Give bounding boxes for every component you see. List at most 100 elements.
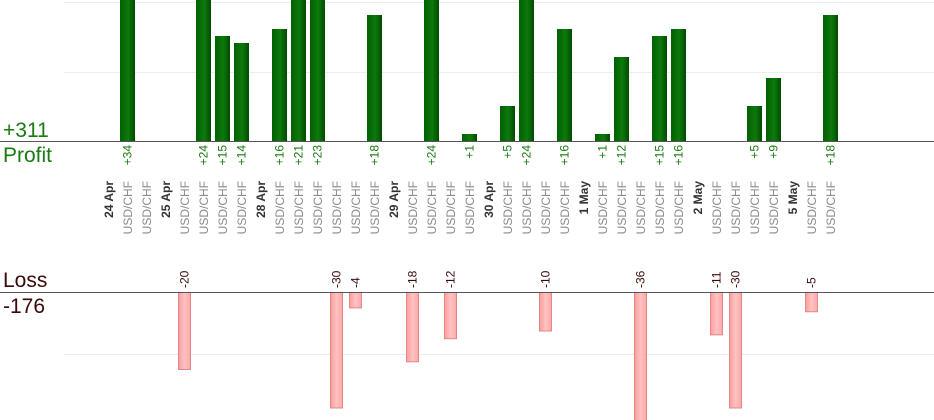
symbol-label: USD/CHF (729, 181, 743, 234)
profit-bar (310, 0, 325, 141)
profit-value-label: +9 (767, 145, 781, 159)
symbol-label: USD/CHF (349, 181, 363, 234)
loss-bar (539, 292, 552, 332)
profit-value-label: +15 (216, 145, 230, 166)
profit-value-label: +18 (368, 145, 382, 166)
gridlines (64, 2, 934, 355)
loss-bar (710, 292, 723, 336)
symbol-label: USD/CHF (596, 181, 610, 234)
symbol-label: USD/CHF (273, 181, 287, 234)
symbol-label: USD/CHF (824, 181, 838, 234)
loss-value-label: -5 (805, 277, 819, 288)
profit-value-label: +24 (197, 145, 211, 166)
loss-value-label: -30 (729, 270, 743, 288)
profit-value-label: +14 (235, 145, 249, 166)
profit-bar (424, 0, 439, 141)
loss-bar (729, 292, 742, 409)
loss-value-label: -36 (634, 270, 648, 288)
symbol-label: USD/CHF (463, 181, 477, 234)
symbol-label: USD/CHF (197, 181, 211, 234)
loss-value-label: -30 (330, 270, 344, 288)
profit-value-label: +24 (425, 145, 439, 166)
date-label: 30 Apr (482, 181, 496, 218)
profit-bars (120, 0, 838, 141)
profit-bar (614, 57, 629, 141)
profit-bar (462, 134, 477, 141)
profit-value-label: +1 (463, 145, 477, 159)
profit-bar (367, 15, 382, 141)
date-label: 24 Apr (102, 181, 116, 218)
date-label: 5 May (786, 181, 800, 215)
profit-bar (500, 106, 515, 141)
symbol-label: USD/CHF (216, 181, 230, 234)
symbol-label: USD/CHF (653, 181, 667, 234)
symbol-label: USD/CHF (311, 181, 325, 234)
symbol-label: USD/CHF (444, 181, 458, 234)
loss-bar (634, 292, 647, 420)
profit-label: Profit (3, 144, 53, 167)
loss-bar (178, 292, 191, 370)
symbol-label: USD/CHF (520, 181, 534, 234)
profit-bar (766, 78, 781, 141)
category-labels: 24 Apr USD/CHF USD/CHF 25 Apr USD/CHF USD/CHF… (102, 181, 838, 235)
symbol-label: USD/CHF (748, 181, 762, 234)
symbol-label: USD/CHF (235, 181, 249, 234)
symbol-label: USD/CHF (425, 181, 439, 234)
profit-bar (671, 29, 686, 141)
bar-labels: +34 -20 +24 +15 +14 +16 +21 +23 -30 -4 +18 -18 +24 -1… (121, 145, 838, 288)
profit-value-label: +16 (558, 145, 572, 166)
loss-value-label: -12 (444, 270, 458, 288)
profit-bar (234, 43, 249, 141)
loss-bars (178, 292, 818, 420)
profit-value-label: +15 (653, 145, 667, 166)
profit-total: +311 (3, 119, 49, 142)
profit-bar (652, 36, 667, 141)
symbol-label: USD/CHF (501, 181, 515, 234)
profit-bar (196, 0, 211, 141)
loss-bar (805, 292, 818, 313)
profit-value-label: +12 (615, 145, 629, 166)
loss-bar (444, 292, 457, 340)
profit-bar (595, 134, 610, 141)
profit-value-label: +16 (672, 145, 686, 166)
profit-bar (823, 15, 838, 141)
profit-bar (519, 0, 534, 141)
symbol-label: USD/CHF (767, 181, 781, 234)
symbol-label: USD/CHF (558, 181, 572, 234)
symbol-label: USD/CHF (805, 181, 819, 234)
loss-value-label: -4 (349, 277, 363, 288)
loss-bar (330, 292, 343, 409)
symbol-label: USD/CHF (330, 181, 344, 234)
symbol-label: USD/CHF (140, 181, 154, 234)
profit-bar (215, 36, 230, 141)
loss-bar (349, 292, 362, 309)
profit-value-label: +1 (596, 145, 610, 159)
profit-value-label: +16 (273, 145, 287, 166)
symbol-label: USD/CHF (121, 181, 135, 234)
profit-bar (272, 29, 287, 141)
profit-bar (120, 0, 135, 141)
loss-label: Loss (3, 269, 48, 292)
profit-bar (291, 0, 306, 141)
profit-value-label: +5 (501, 145, 515, 159)
symbol-label: USD/CHF (368, 181, 382, 234)
symbol-label: USD/CHF (672, 181, 686, 234)
loss-value-label: -18 (406, 270, 420, 288)
symbol-label: USD/CHF (710, 181, 724, 234)
profit-value-label: +21 (292, 145, 306, 166)
profit-bar (747, 106, 762, 141)
date-label: 25 Apr (159, 181, 173, 218)
loss-value-label: -10 (539, 270, 553, 288)
date-label: 2 May (691, 181, 705, 215)
symbol-label: USD/CHF (539, 181, 553, 234)
date-label: 1 May (577, 181, 591, 215)
profit-value-label: +34 (121, 145, 135, 166)
date-label: 29 Apr (387, 181, 401, 218)
profit-value-label: +24 (520, 145, 534, 166)
profit-value-label: +5 (748, 145, 762, 159)
symbol-label: USD/CHF (634, 181, 648, 234)
profit-value-label: +23 (311, 145, 325, 166)
loss-total: -176 (3, 295, 46, 318)
loss-value-label: -20 (178, 270, 192, 288)
